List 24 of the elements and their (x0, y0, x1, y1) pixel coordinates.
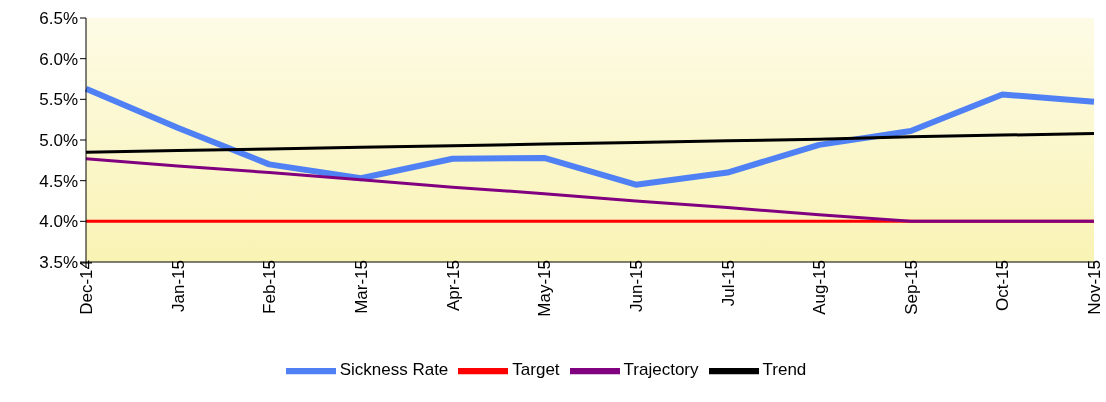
y-tick-label: 5.5% (39, 90, 78, 110)
x-tick-label: Aug-15 (810, 260, 830, 315)
line-series (84, 157, 1096, 223)
x-tick-label: May-15 (535, 260, 555, 317)
y-tick-label: 6.0% (39, 49, 78, 69)
legend-label: Trajectory (623, 360, 699, 380)
x-tick-label: Sep-15 (901, 260, 921, 315)
x-tick-label: Jun-15 (626, 260, 646, 312)
y-tick-label: 4.0% (39, 212, 78, 232)
y-tick-label: 6.5% (39, 9, 78, 29)
x-tick-label: Jul-15 (718, 260, 738, 307)
x-tick-label: Nov-15 (1085, 260, 1105, 315)
legend-label: Target (512, 360, 560, 380)
legend-label: Trend (762, 360, 807, 380)
x-tick-label: Feb-15 (260, 260, 280, 314)
x-tick-label: Dec-14 (77, 260, 97, 315)
x-tick-label: Mar-15 (351, 260, 371, 314)
y-tick-label: 4.5% (39, 171, 78, 191)
x-tick-label: Oct-15 (993, 260, 1013, 312)
x-tick-label: Apr-15 (443, 260, 463, 312)
legend-label: Sickness Rate (339, 360, 449, 380)
y-tick-label: 3.5% (39, 253, 78, 273)
x-tick-label: Jan-15 (168, 260, 188, 312)
y-tick-label: 5.0% (39, 131, 78, 151)
